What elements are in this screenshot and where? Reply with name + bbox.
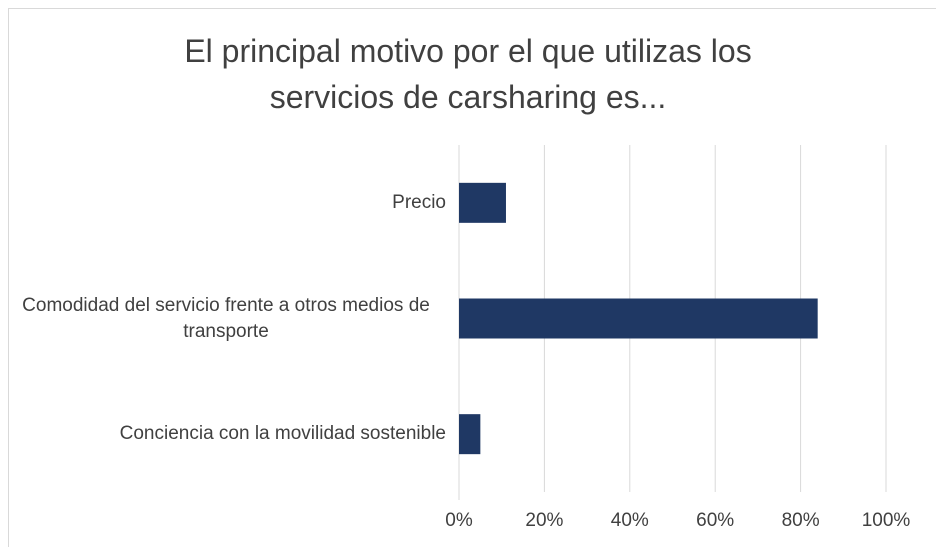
bar (459, 414, 481, 455)
chart-frame (8, 8, 936, 547)
x-tick-label: 40% (610, 510, 649, 531)
x-tick-label: 100% (861, 510, 911, 531)
chart-title: El principal motivo por el que utilizas … (184, 33, 752, 115)
x-tick-label: 60% (696, 510, 735, 531)
bar (459, 298, 818, 339)
x-tick-label: 0% (445, 510, 473, 531)
y-tick-label: Conciencia con la movilidad sostenible (119, 423, 446, 445)
y-tick-label-box: Precio (6, 163, 446, 243)
bar (459, 182, 506, 223)
y-tick-label: Precio (392, 191, 446, 213)
y-tick-label-box: Conciencia con la movilidad sostenible (6, 394, 446, 474)
x-tick-label: 80% (781, 510, 820, 531)
y-tick-label-box: Comodidad del servicio frente a otros me… (6, 279, 446, 359)
x-tick-label: 20% (525, 510, 564, 531)
y-tick-label: Comodidad del servicio frente a otros me… (22, 294, 430, 342)
